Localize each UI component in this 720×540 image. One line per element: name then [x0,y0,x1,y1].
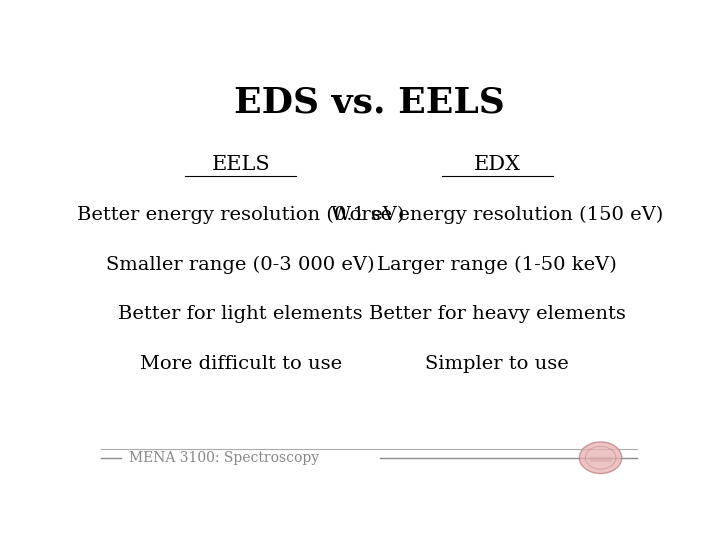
Text: MENA 3100: Spectroscopy: MENA 3100: Spectroscopy [129,451,319,465]
Text: Better for heavy elements: Better for heavy elements [369,305,626,323]
Text: EELS: EELS [212,155,270,174]
Text: Smaller range (0-3 000 eV): Smaller range (0-3 000 eV) [107,255,375,273]
Text: Larger range (1-50 keV): Larger range (1-50 keV) [377,255,617,273]
Text: Better energy resolution (0.1 eV): Better energy resolution (0.1 eV) [77,205,405,224]
Text: More difficult to use: More difficult to use [140,355,342,373]
Text: Better for light elements: Better for light elements [118,305,363,323]
Text: EDX: EDX [474,155,521,174]
Text: Simpler to use: Simpler to use [426,355,570,373]
Circle shape [580,442,622,474]
Text: Worse energy resolution (150 eV): Worse energy resolution (150 eV) [331,205,663,224]
Text: EDS vs. EELS: EDS vs. EELS [233,85,505,119]
